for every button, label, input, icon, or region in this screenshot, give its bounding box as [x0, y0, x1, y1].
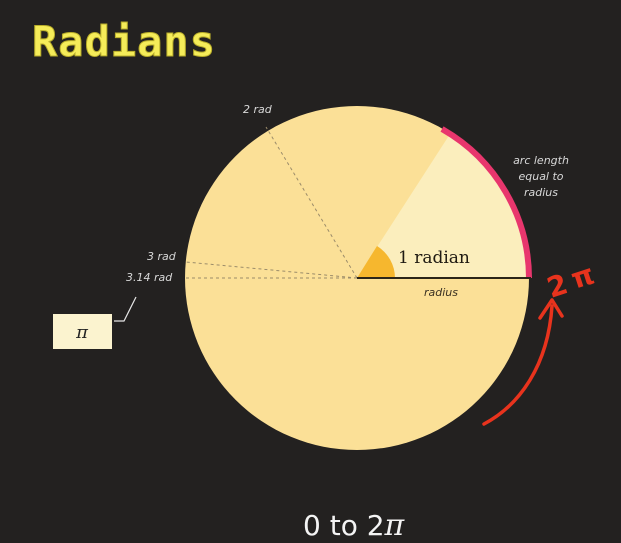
caption: 0 to 2π [303, 508, 406, 543]
caption-prefix: 0 to 2 [303, 509, 385, 542]
two-rad-line [265, 126, 358, 279]
page-title: Radians [32, 17, 216, 66]
two-rad-label: 2 rad [243, 103, 273, 116]
three-rad-line [185, 261, 358, 279]
arc-highlight [440, 126, 532, 279]
red-arrow-curve [482, 304, 554, 426]
one-radian-label: 1 radian [398, 248, 470, 268]
pi-rad-label: 3.14 rad [126, 271, 173, 284]
angle-wedge [357, 246, 395, 278]
pi-callout-box [53, 314, 112, 349]
red-arrow-head [538, 298, 564, 320]
handwritten-two: 2 [543, 267, 572, 304]
caption-pi-symbol: π [384, 508, 406, 543]
three-rad-label: 3 rad [147, 250, 177, 263]
arc-note-line3: radius [524, 186, 558, 199]
radius-label: radius [424, 286, 458, 299]
arc-note-line1: arc length [513, 154, 569, 167]
pi-callout-leader [114, 296, 137, 322]
one-radian-sector [357, 134, 529, 278]
pi-callout-text: π [75, 322, 89, 343]
handwritten-pi: π [567, 257, 598, 295]
arc-note-line2: equal to [518, 170, 563, 183]
